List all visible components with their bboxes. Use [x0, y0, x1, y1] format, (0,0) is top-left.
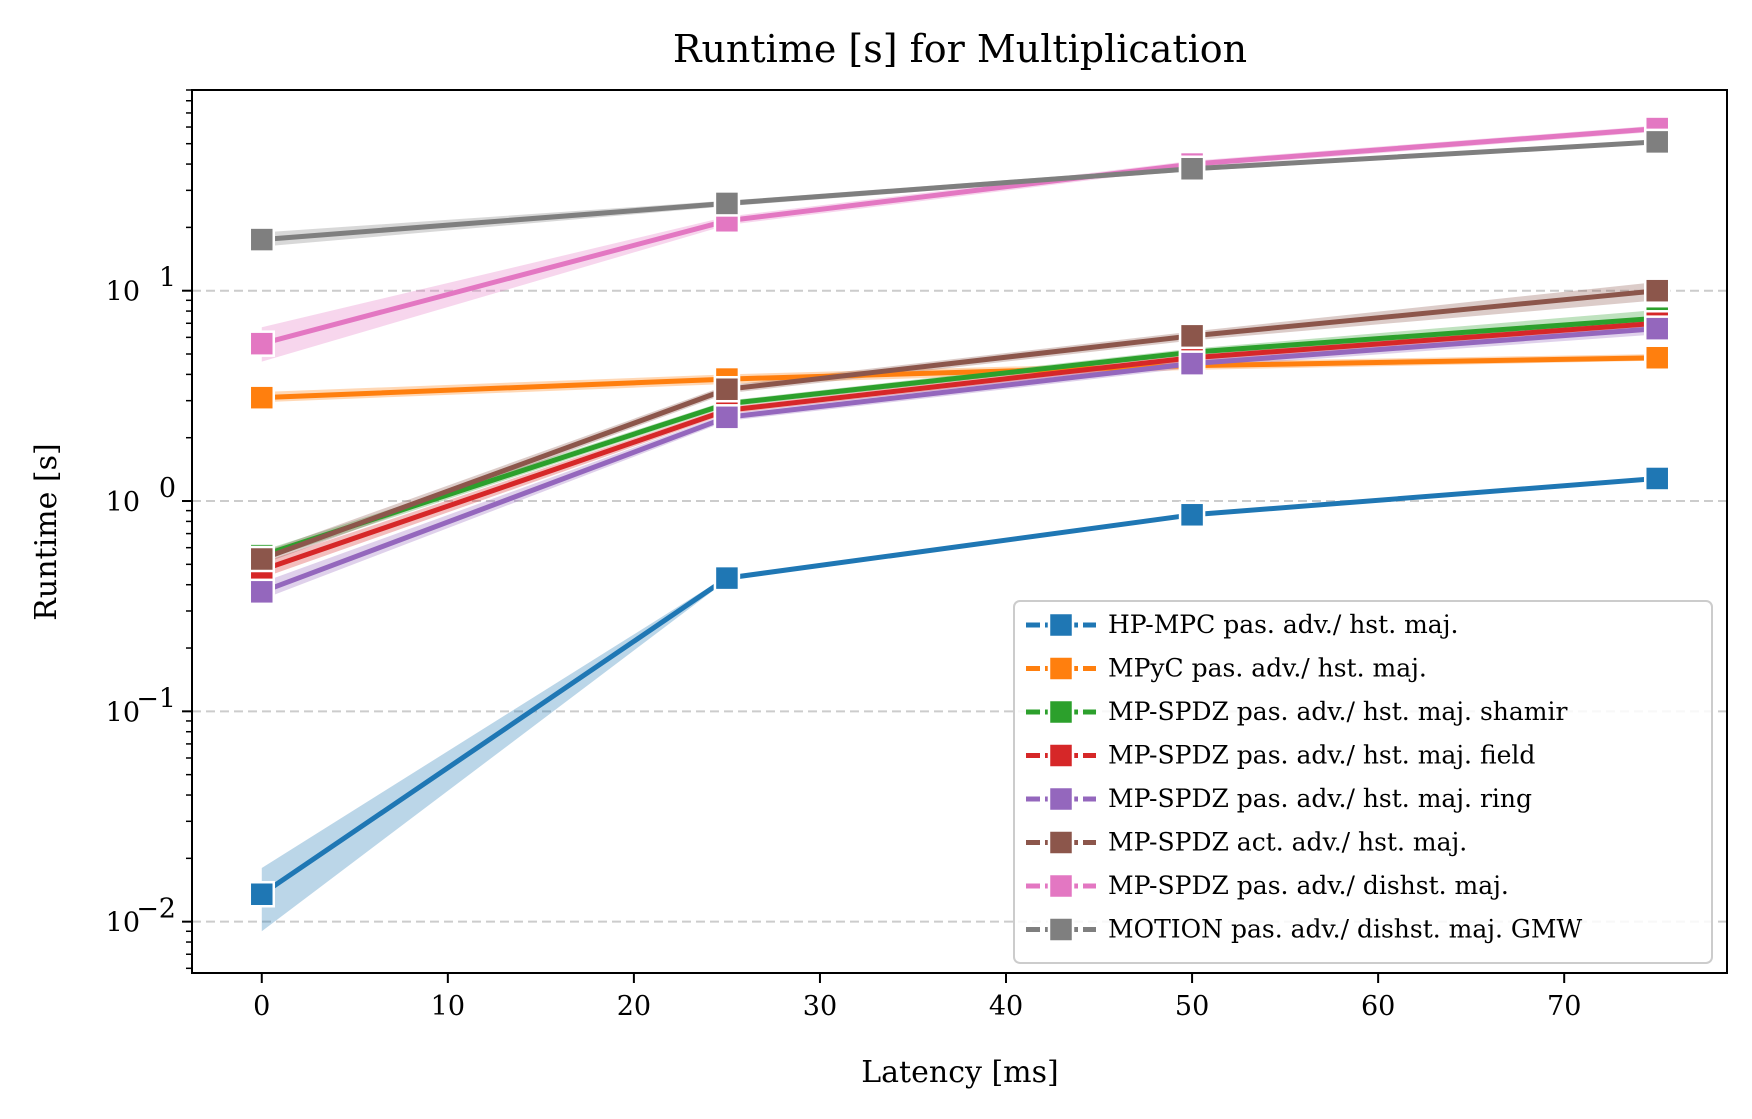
legend-entry-5: MP-SPDZ act. adv./ hst. maj. — [1108, 828, 1467, 857]
series-line-7 — [261, 139, 1658, 243]
y-axis-label: Runtime [s] — [29, 443, 64, 620]
legend-marker-5 — [1047, 829, 1075, 856]
confidence-band-6 — [261, 125, 1658, 362]
y-tick-exponent: −2 — [136, 894, 176, 925]
data-point-marker — [1643, 315, 1671, 342]
series-line-2 — [260, 315, 1658, 558]
y-tick-label: 10 — [106, 277, 140, 308]
legend-marker-0 — [1047, 611, 1075, 639]
y-tick-base: 10 — [106, 908, 140, 939]
legend-marker-1 — [1047, 655, 1075, 682]
y-tick-label: 10 — [106, 697, 140, 728]
x-tick-label: 50 — [1175, 991, 1209, 1022]
series-markers — [248, 115, 1671, 908]
x-tick-label: 0 — [253, 991, 270, 1022]
data-point-marker — [713, 564, 741, 592]
data-point-marker — [713, 404, 741, 431]
series-line-1 — [261, 355, 1658, 401]
data-point-marker — [1178, 155, 1206, 183]
series-line-6 — [261, 126, 1658, 347]
y-tick-exponent: 1 — [159, 263, 176, 294]
y-tick-label: 10 — [106, 487, 140, 518]
confidence-band-5 — [261, 281, 1658, 565]
legend-marker-4 — [1047, 785, 1075, 813]
legend-marker-2 — [1047, 698, 1075, 726]
legend-marker-3 — [1047, 742, 1075, 769]
x-axis-label: Latency [ms] — [861, 1055, 1058, 1090]
x-axis-ticks: 0 10 20 30 40 50 60 70 — [253, 973, 1581, 1022]
series-line-3 — [260, 320, 1658, 573]
legend-entry-0: HP-MPC pas. adv./ hst. maj. — [1108, 610, 1458, 639]
y-tick-exponent: −1 — [136, 683, 176, 714]
series-line-0 — [260, 475, 1658, 897]
data-point-marker — [1643, 344, 1671, 371]
legend-entry-3: MP-SPDZ pas. adv./ hst. maj. field — [1108, 741, 1535, 770]
data-point-marker — [248, 384, 276, 411]
chart-title: Runtime [s] for Multiplication — [673, 27, 1247, 71]
data-point-marker — [1178, 350, 1206, 377]
data-point-marker — [1643, 465, 1671, 492]
data-point-marker — [1178, 501, 1206, 529]
data-point-marker — [713, 375, 741, 403]
series-lines — [260, 126, 1658, 897]
y-tick-label: 10 — [106, 908, 140, 939]
data-point-marker — [713, 190, 741, 217]
x-tick-label: 30 — [803, 991, 837, 1022]
confidence-band-3 — [261, 318, 1658, 579]
data-point-marker — [1643, 277, 1671, 304]
data-point-marker — [248, 226, 276, 253]
series-line-5 — [260, 288, 1658, 562]
data-point-marker — [248, 578, 276, 606]
x-tick-label: 40 — [989, 991, 1023, 1022]
data-point-marker — [248, 880, 276, 908]
legend: HP-MPC pas. adv./ hst. maj. MPyC pas. adv… — [1013, 600, 1713, 964]
y-tick-base: 10 — [106, 277, 140, 308]
x-tick-label: 60 — [1361, 991, 1395, 1022]
y-tick-base: 10 — [106, 697, 140, 728]
data-point-marker — [248, 545, 276, 573]
x-tick-label: 10 — [431, 991, 465, 1022]
legend-box — [1013, 600, 1713, 964]
legend-entry-7: MOTION pas. adv./ dishst. maj. GMW — [1108, 915, 1582, 944]
plot-frame — [191, 89, 1728, 974]
y-tick-exponent: 0 — [159, 473, 176, 504]
legend-marker-6 — [1047, 872, 1075, 900]
data-point-marker — [1178, 322, 1206, 350]
legend-entry-2: MP-SPDZ pas. adv./ hst. maj. shamir — [1108, 697, 1567, 726]
y-tick-base: 10 — [106, 487, 140, 518]
legend-entry-1: MPyC pas. adv./ hst. maj. — [1108, 654, 1427, 683]
data-point-marker — [1643, 128, 1671, 156]
x-tick-label: 20 — [617, 991, 651, 1022]
legend-entry-4: MP-SPDZ pas. adv./ hst. maj. ring — [1108, 784, 1532, 813]
series-line-4 — [260, 326, 1658, 595]
data-point-marker — [248, 330, 276, 357]
x-tick-label: 70 — [1547, 991, 1581, 1022]
legend-marker-7 — [1047, 916, 1075, 943]
legend-entry-6: MP-SPDZ pas. adv./ dishst. maj. — [1108, 871, 1509, 900]
